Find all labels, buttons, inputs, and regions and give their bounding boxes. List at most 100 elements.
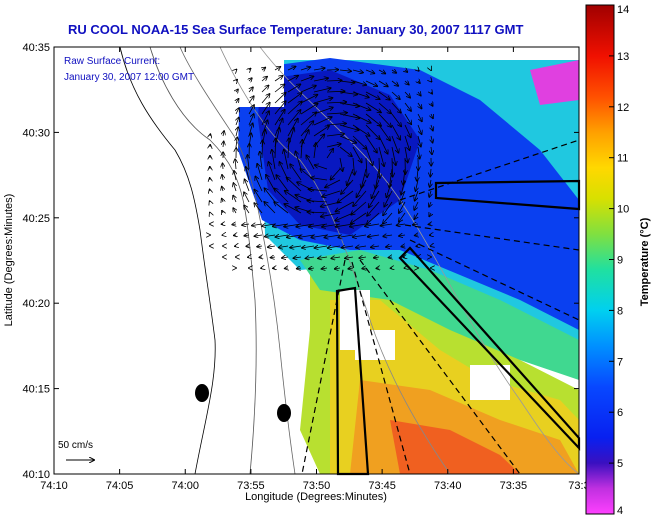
current-vector bbox=[365, 80, 377, 86]
current-vector bbox=[351, 201, 367, 215]
current-vector bbox=[429, 190, 431, 197]
x-tick-label: 73:35 bbox=[500, 480, 528, 492]
current-vector bbox=[372, 179, 380, 198]
current-vector bbox=[375, 168, 380, 189]
current-vector bbox=[391, 113, 401, 126]
current-vector bbox=[418, 70, 419, 71]
current-vector bbox=[383, 212, 393, 224]
colorbar-tick-label: 9 bbox=[617, 255, 623, 267]
current-vector bbox=[249, 78, 252, 81]
current-vector bbox=[321, 201, 341, 207]
current-vector bbox=[430, 168, 431, 177]
current-vector bbox=[378, 80, 388, 87]
current-vector bbox=[352, 80, 366, 85]
current-vector bbox=[326, 102, 346, 103]
current-vector bbox=[285, 191, 302, 203]
current-vector bbox=[378, 124, 390, 141]
current-vectors bbox=[210, 67, 433, 269]
current-vector bbox=[244, 192, 250, 203]
current-vector bbox=[336, 201, 354, 212]
station-marker bbox=[277, 404, 291, 422]
colorbar-tick-label: 6 bbox=[617, 407, 623, 419]
y-tick-label: 40:25 bbox=[22, 213, 50, 225]
x-tick-label: 73:45 bbox=[368, 480, 396, 492]
current-vector bbox=[246, 167, 250, 181]
y-axis: 40:35 40:30 40:25 40:20 40:15 40:10 bbox=[22, 42, 579, 481]
current-vector bbox=[274, 76, 283, 82]
current-vector bbox=[261, 94, 270, 104]
current-vector bbox=[315, 165, 328, 170]
current-vector bbox=[274, 101, 286, 115]
current-vector bbox=[366, 157, 367, 177]
current-vector bbox=[391, 80, 398, 86]
current-vector bbox=[287, 76, 298, 82]
current-vector bbox=[236, 89, 238, 92]
current-vector bbox=[300, 67, 310, 70]
current-vector bbox=[353, 190, 367, 206]
colorbar-tick-label: 14 bbox=[617, 4, 629, 16]
sst-green-band bbox=[300, 250, 579, 380]
current-vector bbox=[313, 68, 325, 70]
current-vector bbox=[254, 190, 263, 203]
current-vector bbox=[282, 257, 289, 258]
current-vector bbox=[365, 69, 375, 73]
current-vector bbox=[328, 246, 341, 248]
current-vector bbox=[365, 91, 380, 99]
current-vector bbox=[249, 69, 251, 71]
current-vector bbox=[361, 168, 367, 188]
current-vector bbox=[365, 135, 377, 153]
current-vector bbox=[264, 188, 276, 203]
current-vector bbox=[232, 224, 236, 225]
current-vector bbox=[404, 124, 411, 137]
current-vector bbox=[391, 135, 399, 153]
current-vector bbox=[431, 124, 433, 131]
current-vector bbox=[416, 179, 419, 191]
current-vector bbox=[339, 146, 352, 156]
current-vector bbox=[302, 246, 315, 248]
current-vector bbox=[322, 268, 328, 269]
current-vector bbox=[235, 159, 236, 170]
current-vector bbox=[352, 135, 367, 149]
current-vector bbox=[272, 150, 276, 170]
current-vector bbox=[431, 92, 432, 94]
current-vector bbox=[367, 212, 380, 224]
current-vector bbox=[248, 96, 254, 104]
current-vector bbox=[285, 268, 288, 269]
y-tick-label: 40:35 bbox=[22, 42, 50, 54]
current-vector bbox=[348, 268, 354, 269]
current-vector bbox=[271, 257, 276, 258]
sst-field bbox=[54, 47, 579, 474]
current-vector bbox=[403, 168, 405, 185]
current-vector bbox=[380, 224, 393, 226]
current-vector bbox=[404, 113, 411, 124]
current-vector bbox=[236, 80, 237, 81]
current-vector bbox=[378, 146, 384, 166]
sst-magenta-patch bbox=[530, 60, 579, 105]
current-vector bbox=[300, 112, 316, 126]
current-vector bbox=[264, 202, 276, 214]
current-vector bbox=[236, 99, 239, 103]
current-vector bbox=[417, 124, 422, 134]
land-mask bbox=[54, 47, 234, 474]
x-tick-label: 74:05 bbox=[106, 480, 134, 492]
current-vector bbox=[244, 235, 250, 236]
current-vector bbox=[415, 190, 419, 201]
current-vector bbox=[351, 212, 367, 223]
current-vector bbox=[306, 155, 315, 170]
current-vector bbox=[383, 201, 393, 215]
current-vector bbox=[392, 157, 393, 177]
current-vector bbox=[300, 76, 314, 82]
colorbar-tick-label: 5 bbox=[617, 458, 623, 470]
current-vector bbox=[313, 126, 329, 137]
current-vector bbox=[431, 135, 433, 143]
current-vector bbox=[429, 201, 431, 207]
current-vector bbox=[429, 213, 431, 216]
current-vector bbox=[274, 84, 285, 93]
current-vector bbox=[300, 95, 318, 104]
colorbar-tick-label: 12 bbox=[617, 102, 629, 114]
current-vector bbox=[313, 117, 332, 126]
current-vector bbox=[339, 113, 360, 118]
current-vector bbox=[362, 268, 366, 269]
current-vector bbox=[339, 102, 359, 106]
current-vector bbox=[326, 123, 346, 125]
